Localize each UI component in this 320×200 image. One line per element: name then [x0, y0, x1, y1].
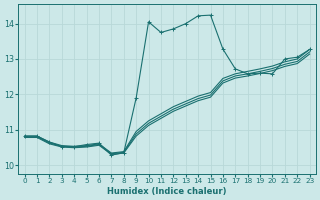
X-axis label: Humidex (Indice chaleur): Humidex (Indice chaleur) — [108, 187, 227, 196]
